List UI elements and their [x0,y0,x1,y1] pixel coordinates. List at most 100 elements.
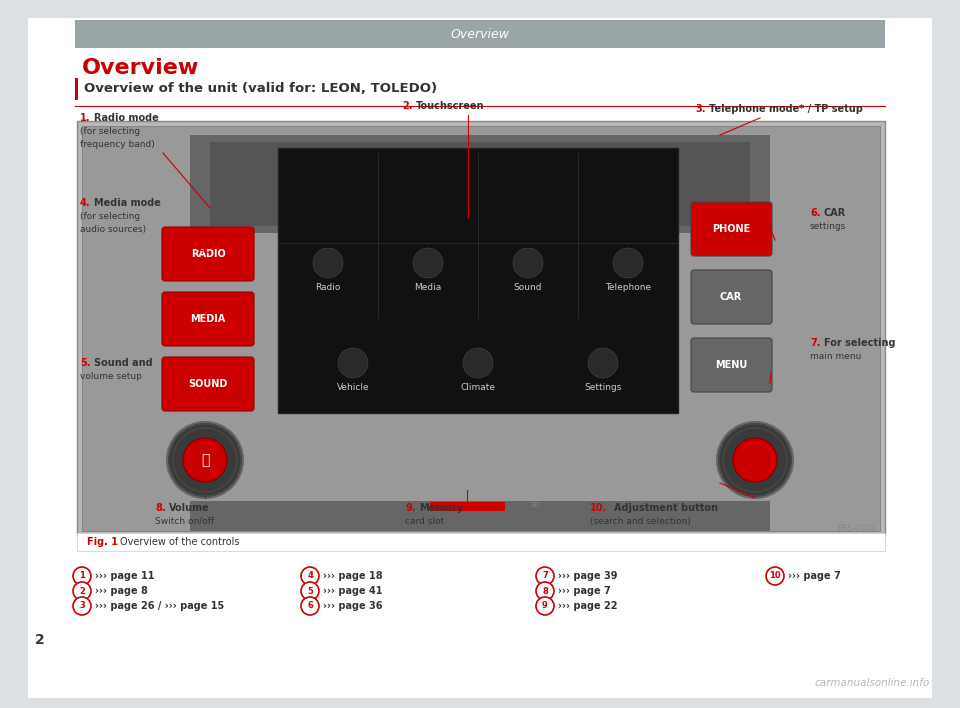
Circle shape [183,438,227,482]
Text: 2: 2 [79,586,84,595]
Text: ››› page 26 / ››› page 15: ››› page 26 / ››› page 15 [95,601,225,611]
Circle shape [167,422,243,498]
Text: Telephone: Telephone [605,283,651,292]
FancyBboxPatch shape [162,227,254,281]
Text: Sound and: Sound and [94,358,153,368]
Text: 1.: 1. [80,113,90,123]
Text: Overview of the controls: Overview of the controls [120,537,239,547]
Circle shape [733,438,777,482]
Text: Touchscreen: Touchscreen [416,101,485,111]
Text: Volume: Volume [169,503,209,513]
FancyBboxPatch shape [162,357,254,411]
Bar [278,148,678,413]
Text: Memory: Memory [419,503,463,513]
Bar [77,533,885,551]
Text: 7: 7 [542,571,548,581]
Bar [430,502,505,511]
Text: Media mode: Media mode [94,198,161,208]
Text: 6: 6 [307,602,313,610]
Text: 1: 1 [79,571,84,581]
Text: card slot: card slot [405,517,444,526]
Text: Radio: Radio [315,283,341,292]
Text: 9.: 9. [405,503,416,513]
Bar [210,142,750,226]
Bar [190,135,770,233]
Text: main menu: main menu [810,352,861,361]
Text: 4.: 4. [80,198,90,208]
FancyBboxPatch shape [162,292,254,346]
Text: 3: 3 [79,602,84,610]
Text: (for selecting: (for selecting [80,127,140,136]
Bar [77,121,885,536]
Text: Switch on/off: Switch on/off [155,517,214,526]
Text: frequency band): frequency band) [80,140,155,149]
Text: MEDIA: MEDIA [190,314,226,324]
FancyBboxPatch shape [691,270,772,324]
Text: Media: Media [415,283,442,292]
Circle shape [513,248,543,278]
Circle shape [301,597,319,615]
FancyBboxPatch shape [691,338,772,392]
FancyBboxPatch shape [691,202,772,256]
Text: CAR: CAR [824,208,847,218]
Text: Fig. 1: Fig. 1 [87,537,118,547]
Text: volume setup: volume setup [80,372,142,381]
Text: BRS-0100: BRS-0100 [838,524,875,533]
Text: 10: 10 [769,571,780,581]
Text: Climate: Climate [461,384,495,392]
Text: CAR: CAR [720,292,742,302]
Text: Telephone mode* / TP setup: Telephone mode* / TP setup [709,104,863,114]
Text: audio sources): audio sources) [80,225,146,234]
Text: 2: 2 [35,633,45,647]
Text: 4: 4 [307,571,313,581]
Text: 9: 9 [542,602,548,610]
Circle shape [536,597,554,615]
Text: carmanualsonline.info: carmanualsonline.info [815,678,930,688]
Circle shape [717,422,793,498]
Text: 6.: 6. [810,208,821,218]
Circle shape [338,348,368,378]
Text: (for selecting: (for selecting [80,212,140,221]
Text: settings: settings [810,222,847,231]
Text: Radio mode: Radio mode [94,113,158,123]
Text: ››› page 36: ››› page 36 [323,601,382,611]
Text: 2.: 2. [402,101,413,111]
Text: Adjustment button: Adjustment button [614,503,718,513]
Text: RADIO: RADIO [191,249,226,259]
Text: 10.: 10. [590,503,608,513]
Circle shape [536,567,554,585]
Text: 5.: 5. [80,358,90,368]
Text: Overview: Overview [82,58,200,78]
Circle shape [536,582,554,600]
Text: SOUND: SOUND [188,379,228,389]
Circle shape [301,582,319,600]
Text: ››› page 41: ››› page 41 [323,586,382,596]
Circle shape [766,567,784,585]
Text: For selecting: For selecting [824,338,896,348]
Text: ››› page 22: ››› page 22 [558,601,617,611]
Circle shape [463,348,493,378]
Text: ››› page 8: ››› page 8 [95,586,148,596]
Circle shape [588,348,618,378]
Circle shape [413,248,443,278]
Text: ››› page 39: ››› page 39 [558,571,617,581]
Text: (search and selection): (search and selection) [590,517,691,526]
Text: ››› page 18: ››› page 18 [323,571,383,581]
Circle shape [313,248,343,278]
Text: SD: SD [530,502,540,508]
Text: 8: 8 [542,586,548,595]
Text: PHONE: PHONE [712,224,750,234]
Text: Overview: Overview [450,28,510,40]
Text: Vehicle: Vehicle [337,384,370,392]
Bar [190,501,770,531]
Circle shape [613,248,643,278]
Bar [82,126,880,531]
Text: ››› page 11: ››› page 11 [95,571,155,581]
Text: ››› page 7: ››› page 7 [558,586,611,596]
Text: 8.: 8. [155,503,166,513]
Text: MENU: MENU [715,360,747,370]
Circle shape [73,582,91,600]
Text: ⏻: ⏻ [201,453,209,467]
Text: 3.: 3. [695,104,706,114]
Text: Overview of the unit (valid for: LEON, TOLEDO): Overview of the unit (valid for: LEON, T… [84,83,437,96]
